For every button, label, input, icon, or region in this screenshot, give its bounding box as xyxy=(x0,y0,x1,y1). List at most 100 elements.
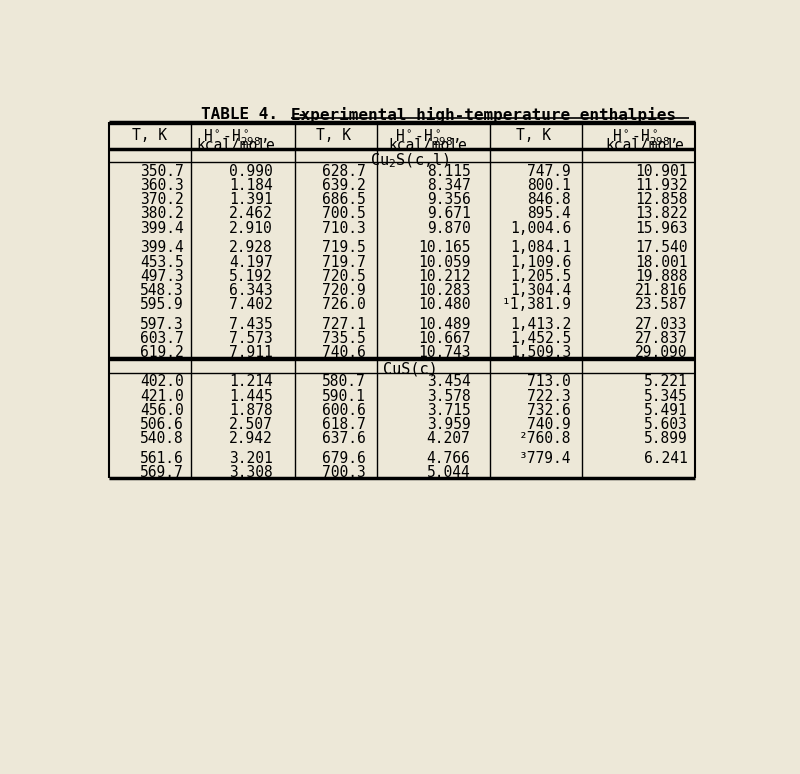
Text: 7.573: 7.573 xyxy=(229,331,273,346)
Text: 895.4: 895.4 xyxy=(527,207,571,221)
Text: 3.308: 3.308 xyxy=(229,465,273,480)
Text: 561.6: 561.6 xyxy=(140,451,184,466)
Text: 6.343: 6.343 xyxy=(229,283,273,298)
Text: 597.3: 597.3 xyxy=(140,317,184,332)
Text: 10.059: 10.059 xyxy=(418,255,470,269)
Text: 10.283: 10.283 xyxy=(418,283,470,298)
Text: 3.959: 3.959 xyxy=(426,417,470,432)
Text: 7.911: 7.911 xyxy=(229,345,273,361)
Text: 603.7: 603.7 xyxy=(140,331,184,346)
Text: 686.5: 686.5 xyxy=(322,192,366,207)
Text: 3.201: 3.201 xyxy=(229,451,273,466)
Text: 10.489: 10.489 xyxy=(418,317,470,332)
Text: T, K: T, K xyxy=(316,128,351,142)
Text: 360.3: 360.3 xyxy=(140,178,184,193)
Text: 2.910: 2.910 xyxy=(229,221,273,236)
Text: 1,304.4: 1,304.4 xyxy=(510,283,571,298)
Text: 10.667: 10.667 xyxy=(418,331,470,346)
Text: T, K: T, K xyxy=(132,128,167,142)
Text: 846.8: 846.8 xyxy=(527,192,571,207)
Text: 10.743: 10.743 xyxy=(418,345,470,361)
Text: 12.858: 12.858 xyxy=(635,192,687,207)
Text: 4.207: 4.207 xyxy=(426,431,470,447)
Text: 5.899: 5.899 xyxy=(644,431,687,447)
Text: CuS(c): CuS(c) xyxy=(382,362,438,377)
Text: Cu$_2$S(c,l): Cu$_2$S(c,l) xyxy=(370,152,450,170)
Text: 710.3: 710.3 xyxy=(322,221,366,236)
Text: 700.5: 700.5 xyxy=(322,207,366,221)
Text: 1.445: 1.445 xyxy=(229,389,273,403)
Text: 27.837: 27.837 xyxy=(635,331,687,346)
Text: 27.033: 27.033 xyxy=(635,317,687,332)
Text: 1,413.2: 1,413.2 xyxy=(510,317,571,332)
Text: 4.197: 4.197 xyxy=(229,255,273,269)
Text: 619.2: 619.2 xyxy=(140,345,184,361)
Text: 7.435: 7.435 xyxy=(229,317,273,332)
Text: 1,205.5: 1,205.5 xyxy=(510,269,571,284)
Text: 9.356: 9.356 xyxy=(426,192,470,207)
Text: 1,084.1: 1,084.1 xyxy=(510,241,571,255)
Text: 580.7: 580.7 xyxy=(322,375,366,389)
Text: 18.001: 18.001 xyxy=(635,255,687,269)
Text: 1,452.5: 1,452.5 xyxy=(510,331,571,346)
Text: 569.7: 569.7 xyxy=(140,465,184,480)
Text: 9.671: 9.671 xyxy=(426,207,470,221)
Text: 722.3: 722.3 xyxy=(527,389,571,403)
Text: 713.0: 713.0 xyxy=(527,375,571,389)
Text: 590.1: 590.1 xyxy=(322,389,366,403)
Text: 17.540: 17.540 xyxy=(635,241,687,255)
Text: 3.578: 3.578 xyxy=(426,389,470,403)
Text: 3.454: 3.454 xyxy=(426,375,470,389)
Text: 727.1: 727.1 xyxy=(322,317,366,332)
Text: 719.5: 719.5 xyxy=(322,241,366,255)
Text: 10.901: 10.901 xyxy=(635,164,687,179)
Text: H$^\circ$-H$^\circ_{298}$,: H$^\circ$-H$^\circ_{298}$, xyxy=(203,128,268,148)
Text: 10.165: 10.165 xyxy=(418,241,470,255)
Text: 2.462: 2.462 xyxy=(229,207,273,221)
Text: 3.715: 3.715 xyxy=(426,402,470,418)
Text: 23.587: 23.587 xyxy=(635,297,687,313)
Text: 679.6: 679.6 xyxy=(322,451,366,466)
Text: 8.347: 8.347 xyxy=(426,178,470,193)
Text: 10.212: 10.212 xyxy=(418,269,470,284)
Text: 21.816: 21.816 xyxy=(635,283,687,298)
Text: 6.241: 6.241 xyxy=(644,451,687,466)
Text: 8.115: 8.115 xyxy=(426,164,470,179)
Text: 548.3: 548.3 xyxy=(140,283,184,298)
Text: 700.3: 700.3 xyxy=(322,465,366,480)
Text: 747.9: 747.9 xyxy=(527,164,571,179)
Text: 740.9: 740.9 xyxy=(527,417,571,432)
Text: 0.990: 0.990 xyxy=(229,164,273,179)
Text: 5.491: 5.491 xyxy=(644,402,687,418)
Text: 15.963: 15.963 xyxy=(635,221,687,236)
Text: kcal/mole: kcal/mole xyxy=(605,138,684,152)
Text: 2.507: 2.507 xyxy=(229,417,273,432)
Text: 1.214: 1.214 xyxy=(229,375,273,389)
Text: H$^\circ$-H$^\circ_{298}$,: H$^\circ$-H$^\circ_{298}$, xyxy=(612,128,677,148)
Text: 595.9: 595.9 xyxy=(140,297,184,313)
Text: 506.6: 506.6 xyxy=(140,417,184,432)
Text: 399.4: 399.4 xyxy=(140,241,184,255)
Text: 5.221: 5.221 xyxy=(644,375,687,389)
Text: 9.870: 9.870 xyxy=(426,221,470,236)
Text: 800.1: 800.1 xyxy=(527,178,571,193)
Text: 497.3: 497.3 xyxy=(140,269,184,284)
Text: 628.7: 628.7 xyxy=(322,164,366,179)
Text: 4.766: 4.766 xyxy=(426,451,470,466)
Text: 1.391: 1.391 xyxy=(229,192,273,207)
Text: 402.0: 402.0 xyxy=(140,375,184,389)
Text: 719.7: 719.7 xyxy=(322,255,366,269)
Text: 7.402: 7.402 xyxy=(229,297,273,313)
Text: 1.878: 1.878 xyxy=(229,402,273,418)
Text: 735.5: 735.5 xyxy=(322,331,366,346)
Text: 380.2: 380.2 xyxy=(140,207,184,221)
Text: 637.6: 637.6 xyxy=(322,431,366,447)
Text: T, K: T, K xyxy=(517,128,551,142)
Text: 720.5: 720.5 xyxy=(322,269,366,284)
Text: kcal/mole: kcal/mole xyxy=(388,138,467,152)
Text: 2.942: 2.942 xyxy=(229,431,273,447)
Text: 732.6: 732.6 xyxy=(527,402,571,418)
Text: 1,509.3: 1,509.3 xyxy=(510,345,571,361)
Text: 618.7: 618.7 xyxy=(322,417,366,432)
Text: 19.888: 19.888 xyxy=(635,269,687,284)
